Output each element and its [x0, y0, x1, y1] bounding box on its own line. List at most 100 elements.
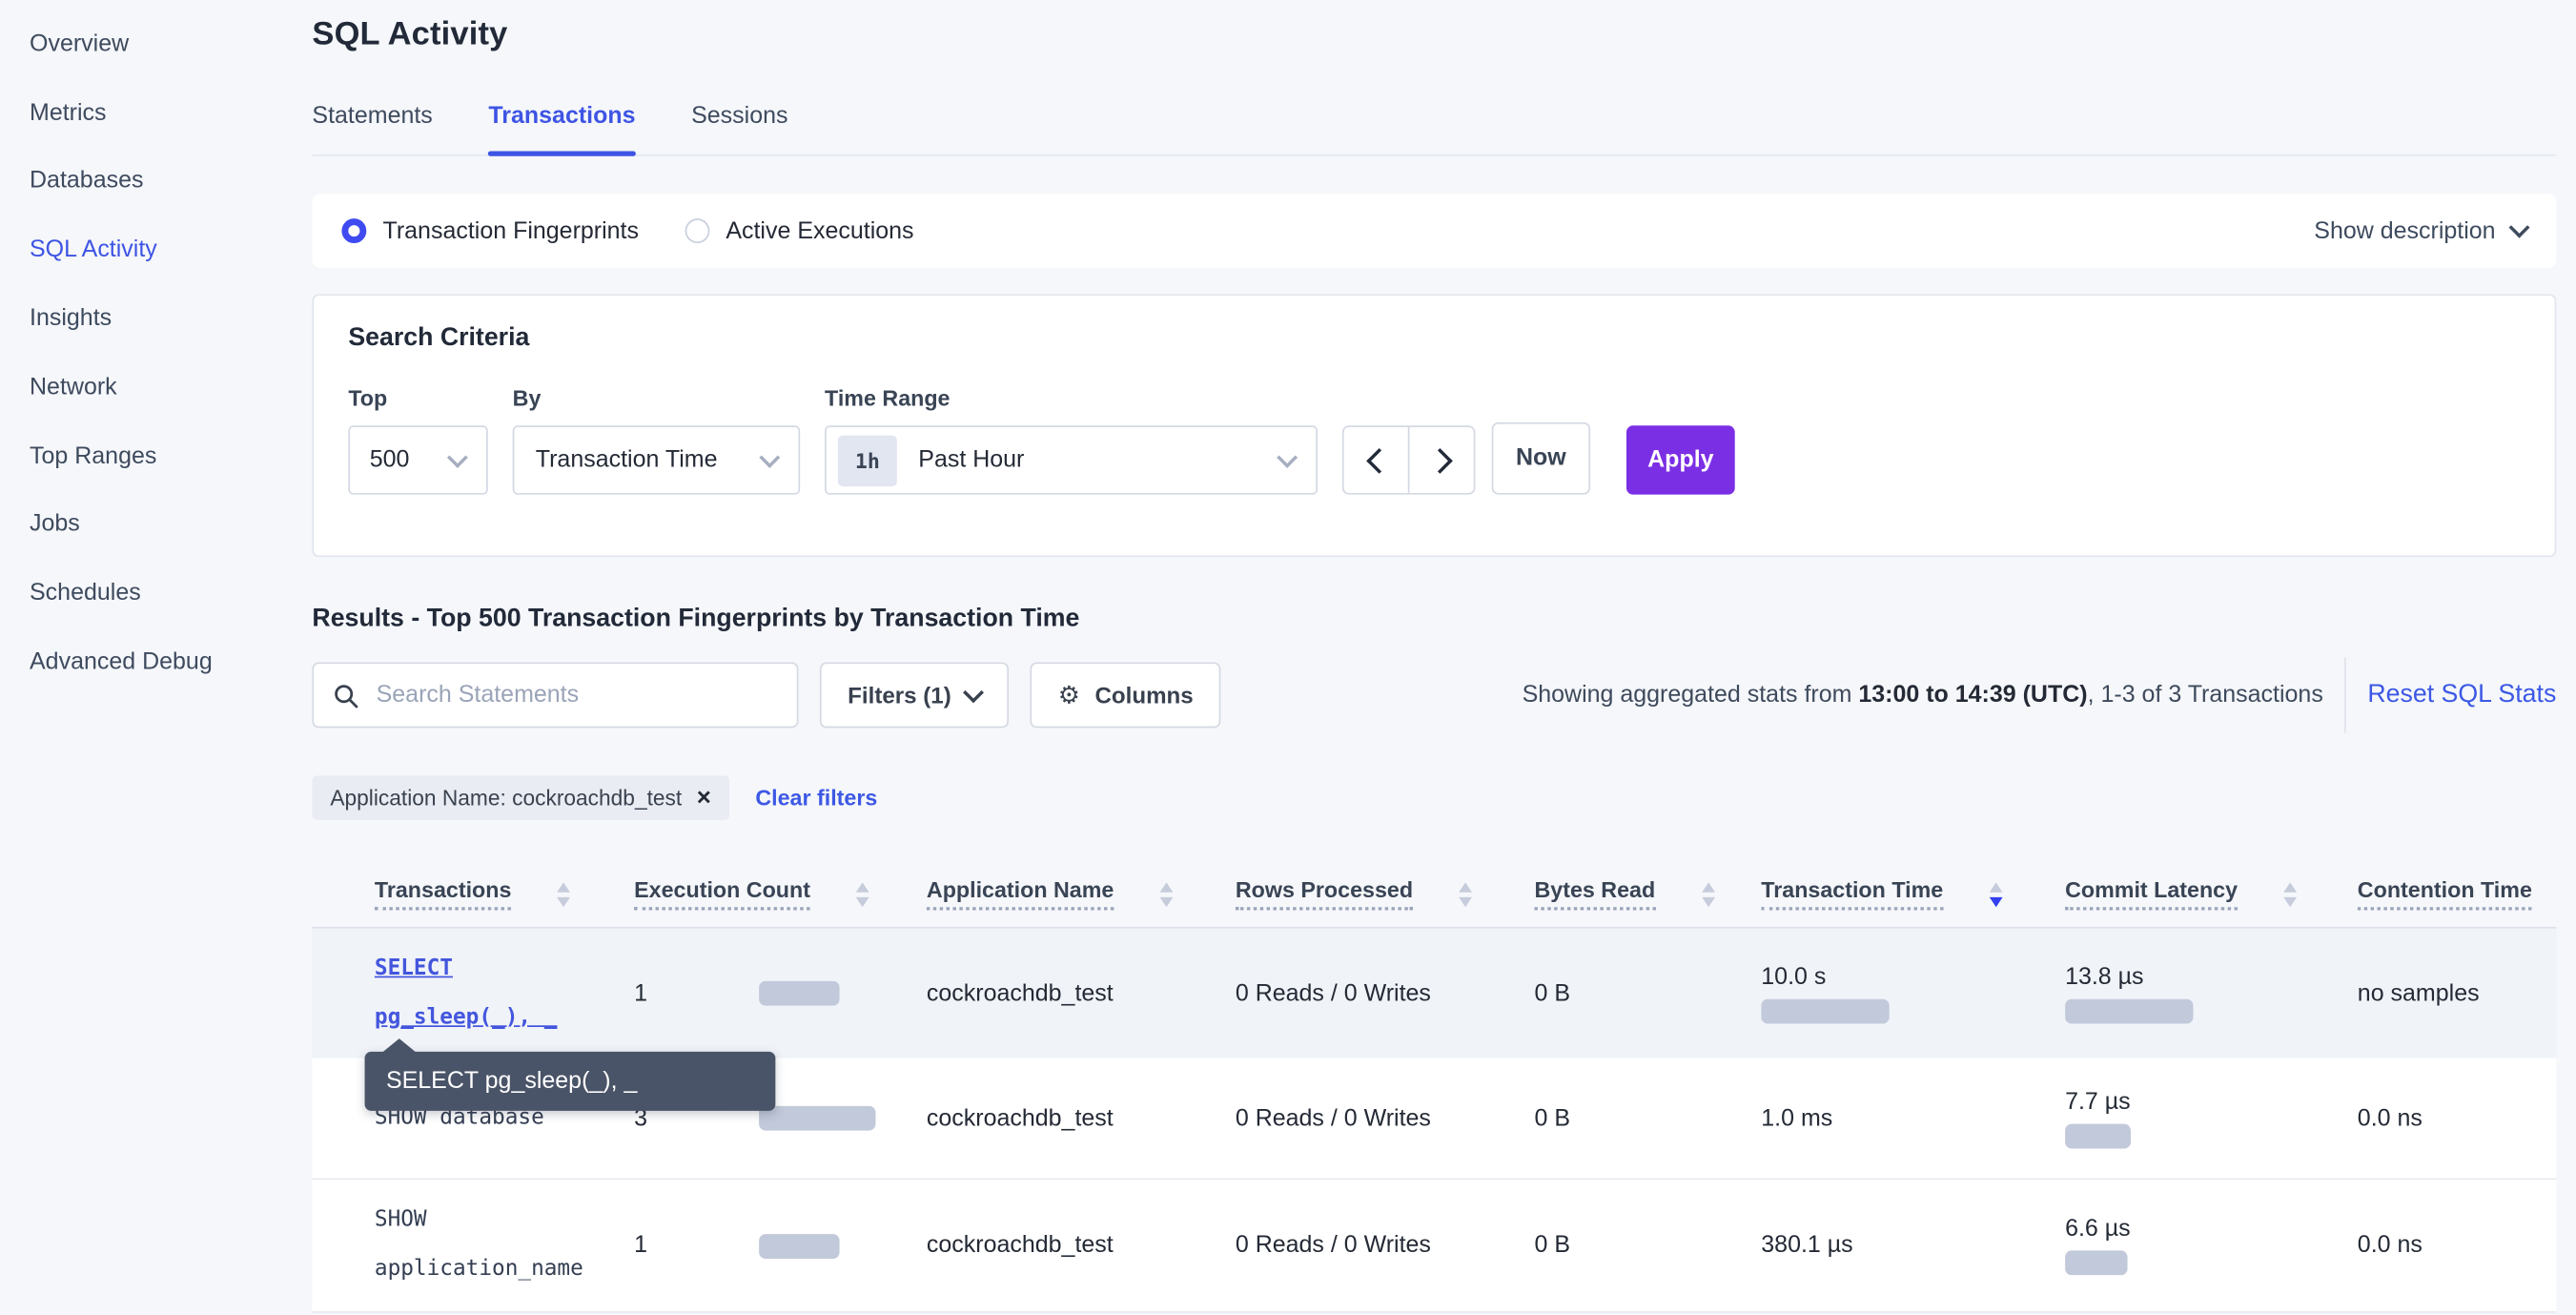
sidebar: Overview Metrics Databases SQL Activity … — [0, 0, 312, 1315]
chevron-down-icon — [963, 681, 984, 703]
rows-processed-cell: 0 Reads / 0 Writes — [1235, 979, 1431, 1007]
transaction-fingerprint-link[interactable]: SELECT pg_sleep(_), _ — [374, 955, 558, 1030]
view-toggle-panel: Transaction Fingerprints Active Executio… — [312, 194, 2557, 268]
chevron-left-icon — [1365, 447, 1392, 473]
chevron-down-icon — [446, 446, 468, 468]
transaction-time-cell: 10.0 s — [1761, 964, 2065, 1023]
by-select[interactable]: Transaction Time — [512, 425, 801, 495]
time-range-label: Time Range — [825, 385, 951, 411]
transaction-time-cell: 1.0 ms — [1761, 1104, 1833, 1132]
sort-icon[interactable] — [2283, 881, 2298, 907]
bytes-read-cell: 0 B — [1534, 1104, 1570, 1132]
chevron-right-icon — [1426, 447, 1452, 473]
filter-pill-application-name[interactable]: Application Name: cockroachdb_test × — [312, 775, 729, 820]
remove-filter-icon[interactable]: × — [696, 783, 711, 812]
table-row: SHOW application_name 1 cockroachdb_test… — [312, 1180, 2557, 1313]
sidebar-item-overview[interactable]: Overview — [30, 31, 130, 58]
sort-icon[interactable] — [1159, 881, 1174, 907]
rows-processed-cell: 0 Reads / 0 Writes — [1235, 1232, 1431, 1259]
contention-time-cell: no samples — [2357, 979, 2480, 1007]
sort-icon[interactable] — [1459, 881, 1473, 907]
chevron-down-icon — [1277, 446, 1298, 468]
chevron-down-icon — [2508, 216, 2530, 238]
now-button[interactable]: Now — [1491, 421, 1591, 495]
sidebar-item-network[interactable]: Network — [30, 374, 117, 401]
top-label: Top — [348, 385, 388, 411]
tab-transactions[interactable]: Transactions — [488, 104, 637, 156]
by-label: By — [512, 385, 542, 411]
execution-count-bar — [759, 1105, 876, 1131]
search-statements-input[interactable] — [373, 680, 778, 710]
tab-statements[interactable]: Statements — [312, 103, 433, 131]
time-range-badge: 1h — [837, 434, 897, 486]
commit-latency-cell: 6.6 µs — [2065, 1216, 2358, 1276]
sidebar-item-advanced-debug[interactable]: Advanced Debug — [30, 648, 213, 676]
gear-icon: ⚙ — [1057, 680, 1080, 710]
stats-time-range: 13:00 to 14:39 (UTC) — [1858, 682, 2088, 709]
execution-count-bar — [759, 980, 840, 1006]
sidebar-item-schedules[interactable]: Schedules — [30, 580, 141, 607]
columns-label: Columns — [1094, 682, 1194, 709]
search-criteria-title: Search Criteria — [348, 323, 530, 352]
search-statements-box — [312, 662, 799, 729]
radio-active-executions[interactable] — [685, 218, 710, 244]
radio-label-active-executions[interactable]: Active Executions — [726, 217, 914, 244]
transaction-fingerprint-link[interactable]: SHOW application_name — [374, 1207, 583, 1283]
sort-icon[interactable] — [557, 881, 571, 907]
filter-pill-label: Application Name: cockroachdb_test — [330, 785, 683, 811]
sidebar-item-top-ranges[interactable]: Top Ranges — [30, 442, 157, 470]
time-range-select[interactable]: 1h Past Hour — [825, 425, 1319, 495]
filters-label: Filters (1) — [848, 682, 951, 709]
show-description-label: Show description — [2314, 217, 2496, 244]
sidebar-item-databases[interactable]: Databases — [30, 168, 144, 195]
rows-processed-cell: 0 Reads / 0 Writes — [1235, 1104, 1431, 1132]
top-select[interactable]: 500 — [348, 425, 488, 495]
application-name-cell: cockroachdb_test — [926, 1104, 1114, 1132]
aggregated-stats-text: Showing aggregated stats from 13:00 to 1… — [1522, 682, 2323, 709]
time-next-button[interactable] — [1410, 427, 1474, 493]
table-header-row: Transactions Execution Count Application… — [312, 861, 2557, 929]
vertical-divider — [2344, 657, 2346, 733]
execution-count-cell: 1 — [634, 1232, 927, 1259]
header-transaction-time: Transaction Time — [1761, 877, 2065, 911]
header-contention-time: Contention Time — [2357, 877, 2557, 911]
reset-sql-stats-link[interactable]: Reset SQL Stats — [2367, 680, 2557, 709]
sort-icon[interactable] — [856, 881, 870, 907]
sort-icon-active-desc[interactable] — [1989, 881, 2003, 907]
transaction-time-cell: 380.1 µs — [1761, 1232, 1853, 1259]
show-description-toggle[interactable]: Show description — [2314, 216, 2530, 244]
transaction-time-bar — [1761, 997, 1890, 1023]
tab-sessions[interactable]: Sessions — [691, 103, 788, 131]
page-title: SQL Activity — [312, 16, 508, 53]
commit-latency-bar — [2065, 1250, 2128, 1276]
by-select-value: Transaction Time — [535, 446, 718, 474]
execution-count-cell: 3 — [634, 1105, 927, 1131]
search-icon — [335, 684, 358, 708]
time-range-value: Past Hour — [918, 446, 1025, 474]
sidebar-item-insights[interactable]: Insights — [30, 305, 112, 333]
apply-button[interactable]: Apply — [1625, 425, 1735, 495]
commit-latency-cell: 13.8 µs — [2065, 964, 2358, 1023]
clear-filters-link[interactable]: Clear filters — [755, 785, 878, 811]
radio-label-transaction-fingerprints[interactable]: Transaction Fingerprints — [382, 217, 640, 244]
execution-count-cell: 1 — [634, 980, 927, 1006]
search-criteria-panel: Search Criteria Top 500 By Transaction T… — [312, 294, 2557, 558]
bytes-read-cell: 0 B — [1534, 979, 1570, 1007]
main-content: SQL Activity Statements Transactions Ses… — [312, 0, 2576, 1315]
sidebar-item-metrics[interactable]: Metrics — [30, 99, 107, 127]
contention-time-cell: 0.0 ns — [2357, 1104, 2423, 1132]
application-name-cell: cockroachdb_test — [926, 979, 1114, 1007]
header-bytes-read: Bytes Read — [1534, 877, 1761, 911]
filters-button[interactable]: Filters (1) — [819, 662, 1010, 729]
bytes-read-cell: 0 B — [1534, 1232, 1570, 1259]
columns-button[interactable]: ⚙ Columns — [1030, 662, 1221, 729]
execution-count-bar — [759, 1233, 840, 1259]
sidebar-item-sql-activity[interactable]: SQL Activity — [30, 236, 157, 264]
active-filters-row: Application Name: cockroachdb_test × Cle… — [312, 775, 2576, 820]
radio-transaction-fingerprints[interactable] — [341, 218, 367, 244]
time-prev-button[interactable] — [1344, 427, 1410, 493]
sidebar-item-jobs[interactable]: Jobs — [30, 511, 80, 539]
header-rows-processed: Rows Processed — [1235, 877, 1535, 911]
sort-icon[interactable] — [1701, 881, 1715, 907]
